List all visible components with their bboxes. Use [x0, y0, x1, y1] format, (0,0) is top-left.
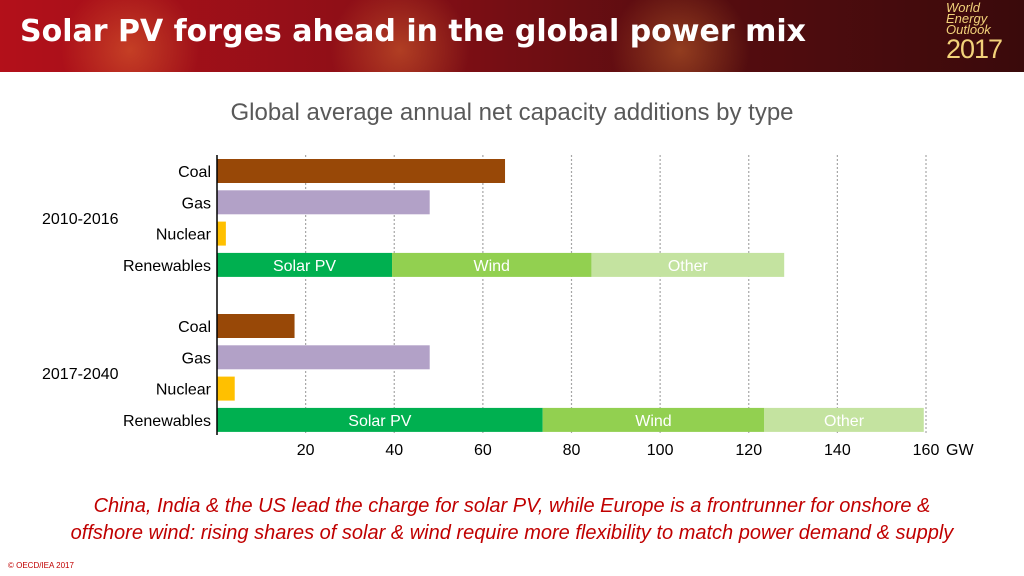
bar-renewables-wind	[542, 407, 765, 432]
copyright: © OECD/IEA 2017	[8, 561, 74, 570]
category-label: Coal	[178, 164, 211, 181]
bar-renewables-wind	[392, 252, 592, 277]
logo-year: 2017	[946, 34, 1003, 64]
segment-label-renewables-solar-pv: Solar PV	[348, 413, 411, 430]
bar-nuclear-nuclear	[217, 376, 235, 401]
bar-nuclear-nuclear	[217, 221, 226, 246]
x-tick-label: 60	[474, 442, 492, 459]
segment-label-renewables-wind: Wind	[474, 258, 510, 275]
bar-coal-coal	[217, 314, 295, 338]
title-banner: Solar PV forges ahead in the global powe…	[0, 0, 1024, 72]
bar-renewables-solar-pv	[217, 407, 543, 432]
x-tick-label: 40	[385, 442, 403, 459]
logo-line-energy: Energy	[946, 11, 988, 26]
weo-logo: World Energy Outlook 2017	[946, 0, 1022, 70]
category-label: Gas	[182, 195, 211, 212]
logo-line-world: World	[946, 0, 980, 15]
capacity-chart: Coal Gas Nuclear Solar PV Wind Other Renewable…	[42, 155, 974, 459]
x-tick-label: 140	[824, 442, 851, 459]
banner-decoration	[330, 0, 470, 72]
footnote: China, India & the US lead the charge fo…	[0, 493, 1024, 547]
bar-renewables-other	[591, 252, 785, 277]
x-tick-label: 160	[913, 442, 940, 459]
footnote-line-1: China, India & the US lead the charge fo…	[93, 495, 931, 517]
segment-label-renewables-solar-pv: Solar PV	[273, 258, 336, 275]
bar-renewables-other	[764, 407, 924, 432]
x-tick-label: 120	[735, 442, 762, 459]
segment-label-renewables-other: Other	[824, 413, 865, 430]
bar-gas-gas	[217, 190, 430, 215]
category-label: Coal	[178, 319, 211, 336]
footnote-line-2: offshore wind: rising shares of solar & …	[70, 522, 954, 544]
group-label: 2010-2016	[42, 211, 119, 228]
x-tick-label: 80	[563, 442, 581, 459]
chart-title: Global average annual net capacity addit…	[230, 99, 794, 126]
category-label: Nuclear	[156, 227, 212, 244]
category-label: Nuclear	[156, 382, 212, 399]
logo-line-outlook: Outlook	[946, 22, 991, 37]
category-label: Renewables	[123, 258, 211, 275]
slide-title: Solar PV forges ahead in the global powe…	[20, 14, 806, 49]
group-label: 2017-2040	[42, 366, 119, 383]
banner-decoration	[60, 0, 200, 72]
bar-gas-gas	[217, 345, 430, 370]
x-tick-label: 20	[297, 442, 315, 459]
category-label: Gas	[182, 350, 211, 367]
x-axis-unit: GW	[946, 442, 974, 459]
x-tick-label: 100	[647, 442, 674, 459]
category-label: Renewables	[123, 413, 211, 430]
bar-renewables-solar-pv	[217, 252, 393, 277]
segment-label-renewables-wind: Wind	[635, 413, 671, 430]
segment-label-renewables-other: Other	[668, 258, 709, 275]
banner-decoration	[610, 0, 750, 72]
bar-coal-coal	[217, 159, 506, 183]
